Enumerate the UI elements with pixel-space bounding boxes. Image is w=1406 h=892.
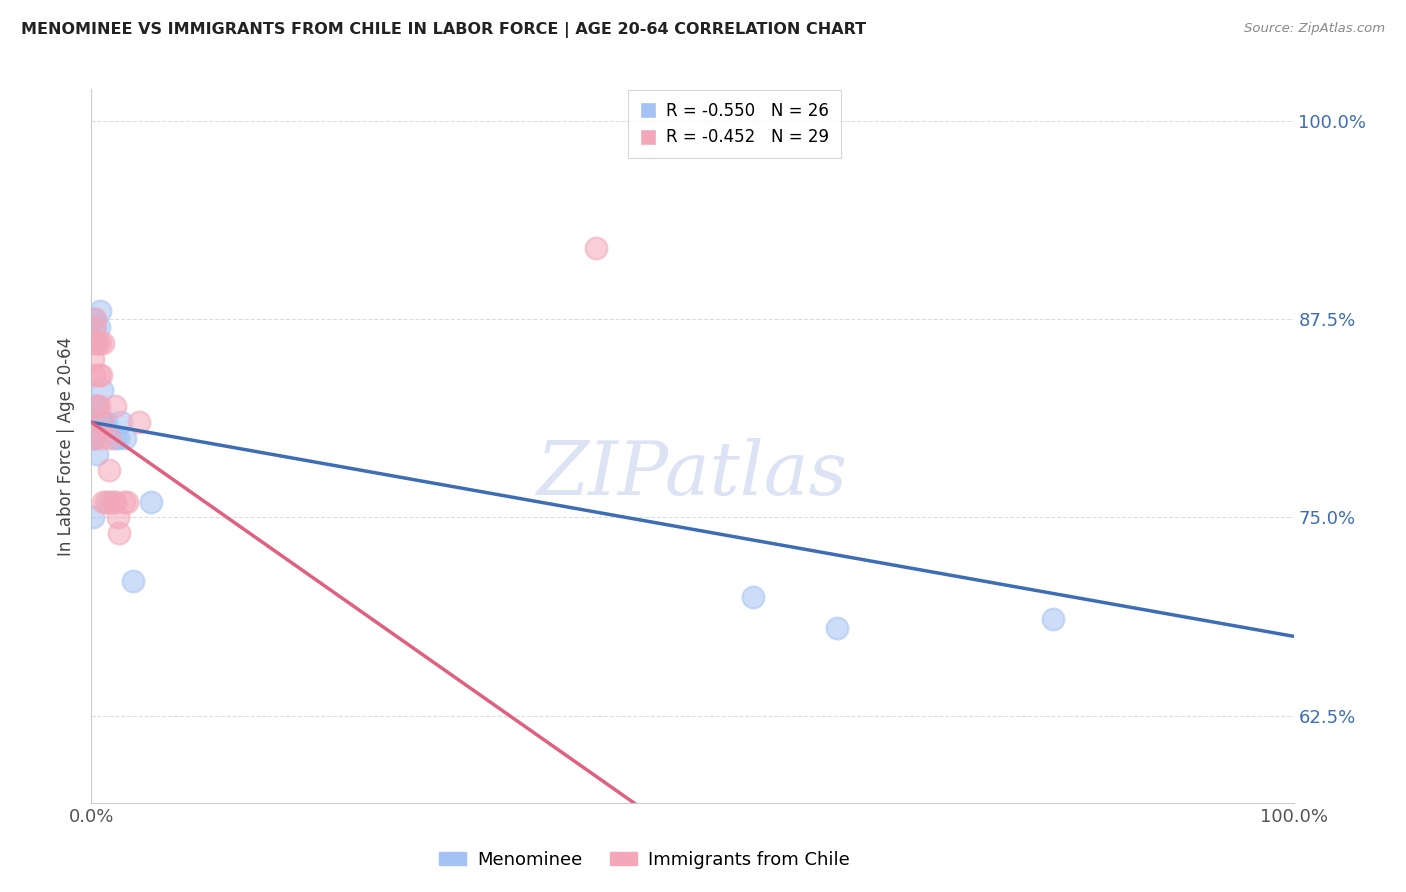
Point: [89, 335, 111, 350]
Point: [82, 431, 104, 445]
Point: [1042, 612, 1064, 626]
Point: [90, 431, 112, 445]
Point: [98, 431, 121, 445]
Point: [87, 320, 110, 334]
Point: [104, 431, 127, 445]
Point: [98, 494, 121, 508]
Point: [110, 415, 132, 429]
Point: [82, 351, 104, 366]
Point: [89, 304, 111, 318]
Point: [922, 812, 945, 826]
Point: [128, 415, 150, 429]
Point: [86, 447, 108, 461]
Point: [82, 510, 104, 524]
Point: [122, 574, 145, 588]
Point: [87, 400, 110, 414]
Text: Source: ZipAtlas.com: Source: ZipAtlas.com: [1244, 22, 1385, 36]
Point: [117, 494, 139, 508]
Point: [94, 494, 117, 508]
Point: [93, 415, 115, 429]
Point: [84, 335, 107, 350]
Point: [108, 526, 131, 541]
Point: [825, 621, 848, 635]
Point: [84, 312, 107, 326]
Point: [308, 812, 330, 826]
Point: [90, 415, 112, 429]
Point: [112, 494, 135, 508]
Point: [94, 415, 117, 429]
Text: MENOMINEE VS IMMIGRANTS FROM CHILE IN LABOR FORCE | AGE 20-64 CORRELATION CHART: MENOMINEE VS IMMIGRANTS FROM CHILE IN LA…: [21, 22, 866, 38]
Point: [93, 335, 115, 350]
Point: [84, 335, 107, 350]
Point: [98, 463, 121, 477]
Point: [114, 431, 136, 445]
Point: [83, 320, 105, 334]
Point: [141, 494, 163, 508]
Point: [84, 400, 107, 414]
Point: [86, 335, 108, 350]
Point: [101, 494, 124, 508]
Point: [84, 320, 107, 334]
Point: [83, 312, 105, 326]
Point: [104, 494, 127, 508]
Point: [90, 368, 112, 382]
Point: [86, 400, 108, 414]
Point: [91, 415, 114, 429]
Point: [84, 400, 107, 414]
Point: [107, 510, 129, 524]
Point: [585, 241, 607, 255]
Point: [91, 384, 114, 398]
Point: [82, 431, 104, 445]
Text: ZIPatlas: ZIPatlas: [537, 438, 848, 511]
Point: [93, 494, 115, 508]
Point: [107, 431, 129, 445]
Legend: Menominee, Immigrants from Chile: Menominee, Immigrants from Chile: [432, 844, 856, 876]
Point: [83, 431, 105, 445]
Point: [87, 368, 110, 382]
Y-axis label: In Labor Force | Age 20-64: In Labor Force | Age 20-64: [58, 336, 76, 556]
Point: [83, 368, 105, 382]
Point: [741, 590, 763, 604]
Point: [104, 400, 127, 414]
